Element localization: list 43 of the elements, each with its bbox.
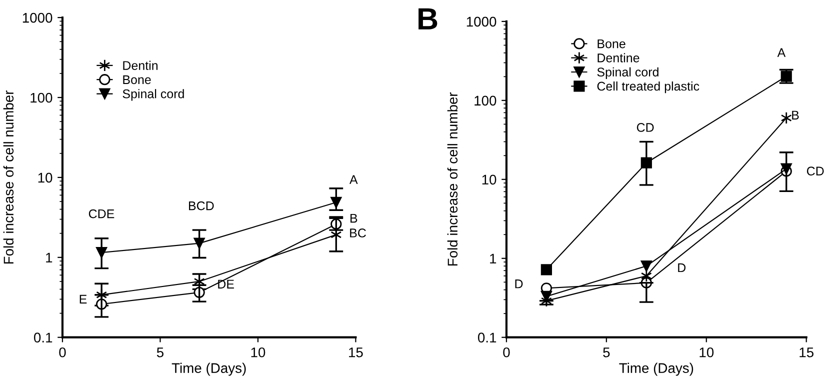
x-tick-label: 5 <box>156 348 164 358</box>
annotation: A <box>349 175 358 184</box>
annotation: B <box>792 110 799 120</box>
x-tick-label: 0 <box>59 347 66 358</box>
y-tick-label: 0.1 <box>34 332 52 343</box>
legend-label: Bone <box>598 39 626 48</box>
x-tick-label: 0 <box>503 347 510 358</box>
legend-label: Spinal cord <box>122 89 184 101</box>
legend-label: Dentin <box>123 60 158 70</box>
y-tick-label: 1 <box>490 254 496 264</box>
y-tick-label: 1000 <box>466 16 496 27</box>
text: CD <box>806 166 824 176</box>
annotation: CDE <box>88 209 114 218</box>
annotation: D <box>678 263 686 272</box>
x-tick-label: 10 <box>700 347 714 358</box>
annotation: B <box>350 214 358 223</box>
y-tick-label: 1000 <box>22 12 52 23</box>
annotation: E <box>80 294 87 304</box>
annotation: DE <box>218 280 234 288</box>
annotation: D <box>515 280 523 288</box>
legend-label: Spinal cord <box>597 67 658 79</box>
x-axis-title: Time (Days) <box>172 362 246 376</box>
annotation: A <box>777 48 786 57</box>
y-tick-label: 1 <box>46 252 52 262</box>
y-tick-label: 100 <box>30 92 52 103</box>
x-tick-label: 5 <box>603 348 610 358</box>
y-tick-label: 10 <box>482 174 496 185</box>
legend-label: Dentine <box>598 53 640 62</box>
legend-label: Bone <box>123 75 151 84</box>
y-tick-label: 0.1 <box>478 332 496 343</box>
x-tick-label: 15 <box>349 348 363 358</box>
x-tick-label: 15 <box>800 348 814 358</box>
y-tick-label: 100 <box>474 96 496 106</box>
x-axis-title: Time (Days) <box>619 362 694 376</box>
y-axis-title: Fold increase of cell number <box>447 92 458 266</box>
annotation: BCD <box>188 201 214 210</box>
y-tick-label: 10 <box>38 172 52 183</box>
x-tick-label: 10 <box>251 347 266 358</box>
y-axis-title: Fold increase of cell number <box>3 90 14 264</box>
annotation: CD <box>636 123 654 132</box>
chart-title: B <box>418 8 438 30</box>
annotation: BC <box>350 228 366 238</box>
legend-label: Cell treated plastic <box>597 81 700 94</box>
